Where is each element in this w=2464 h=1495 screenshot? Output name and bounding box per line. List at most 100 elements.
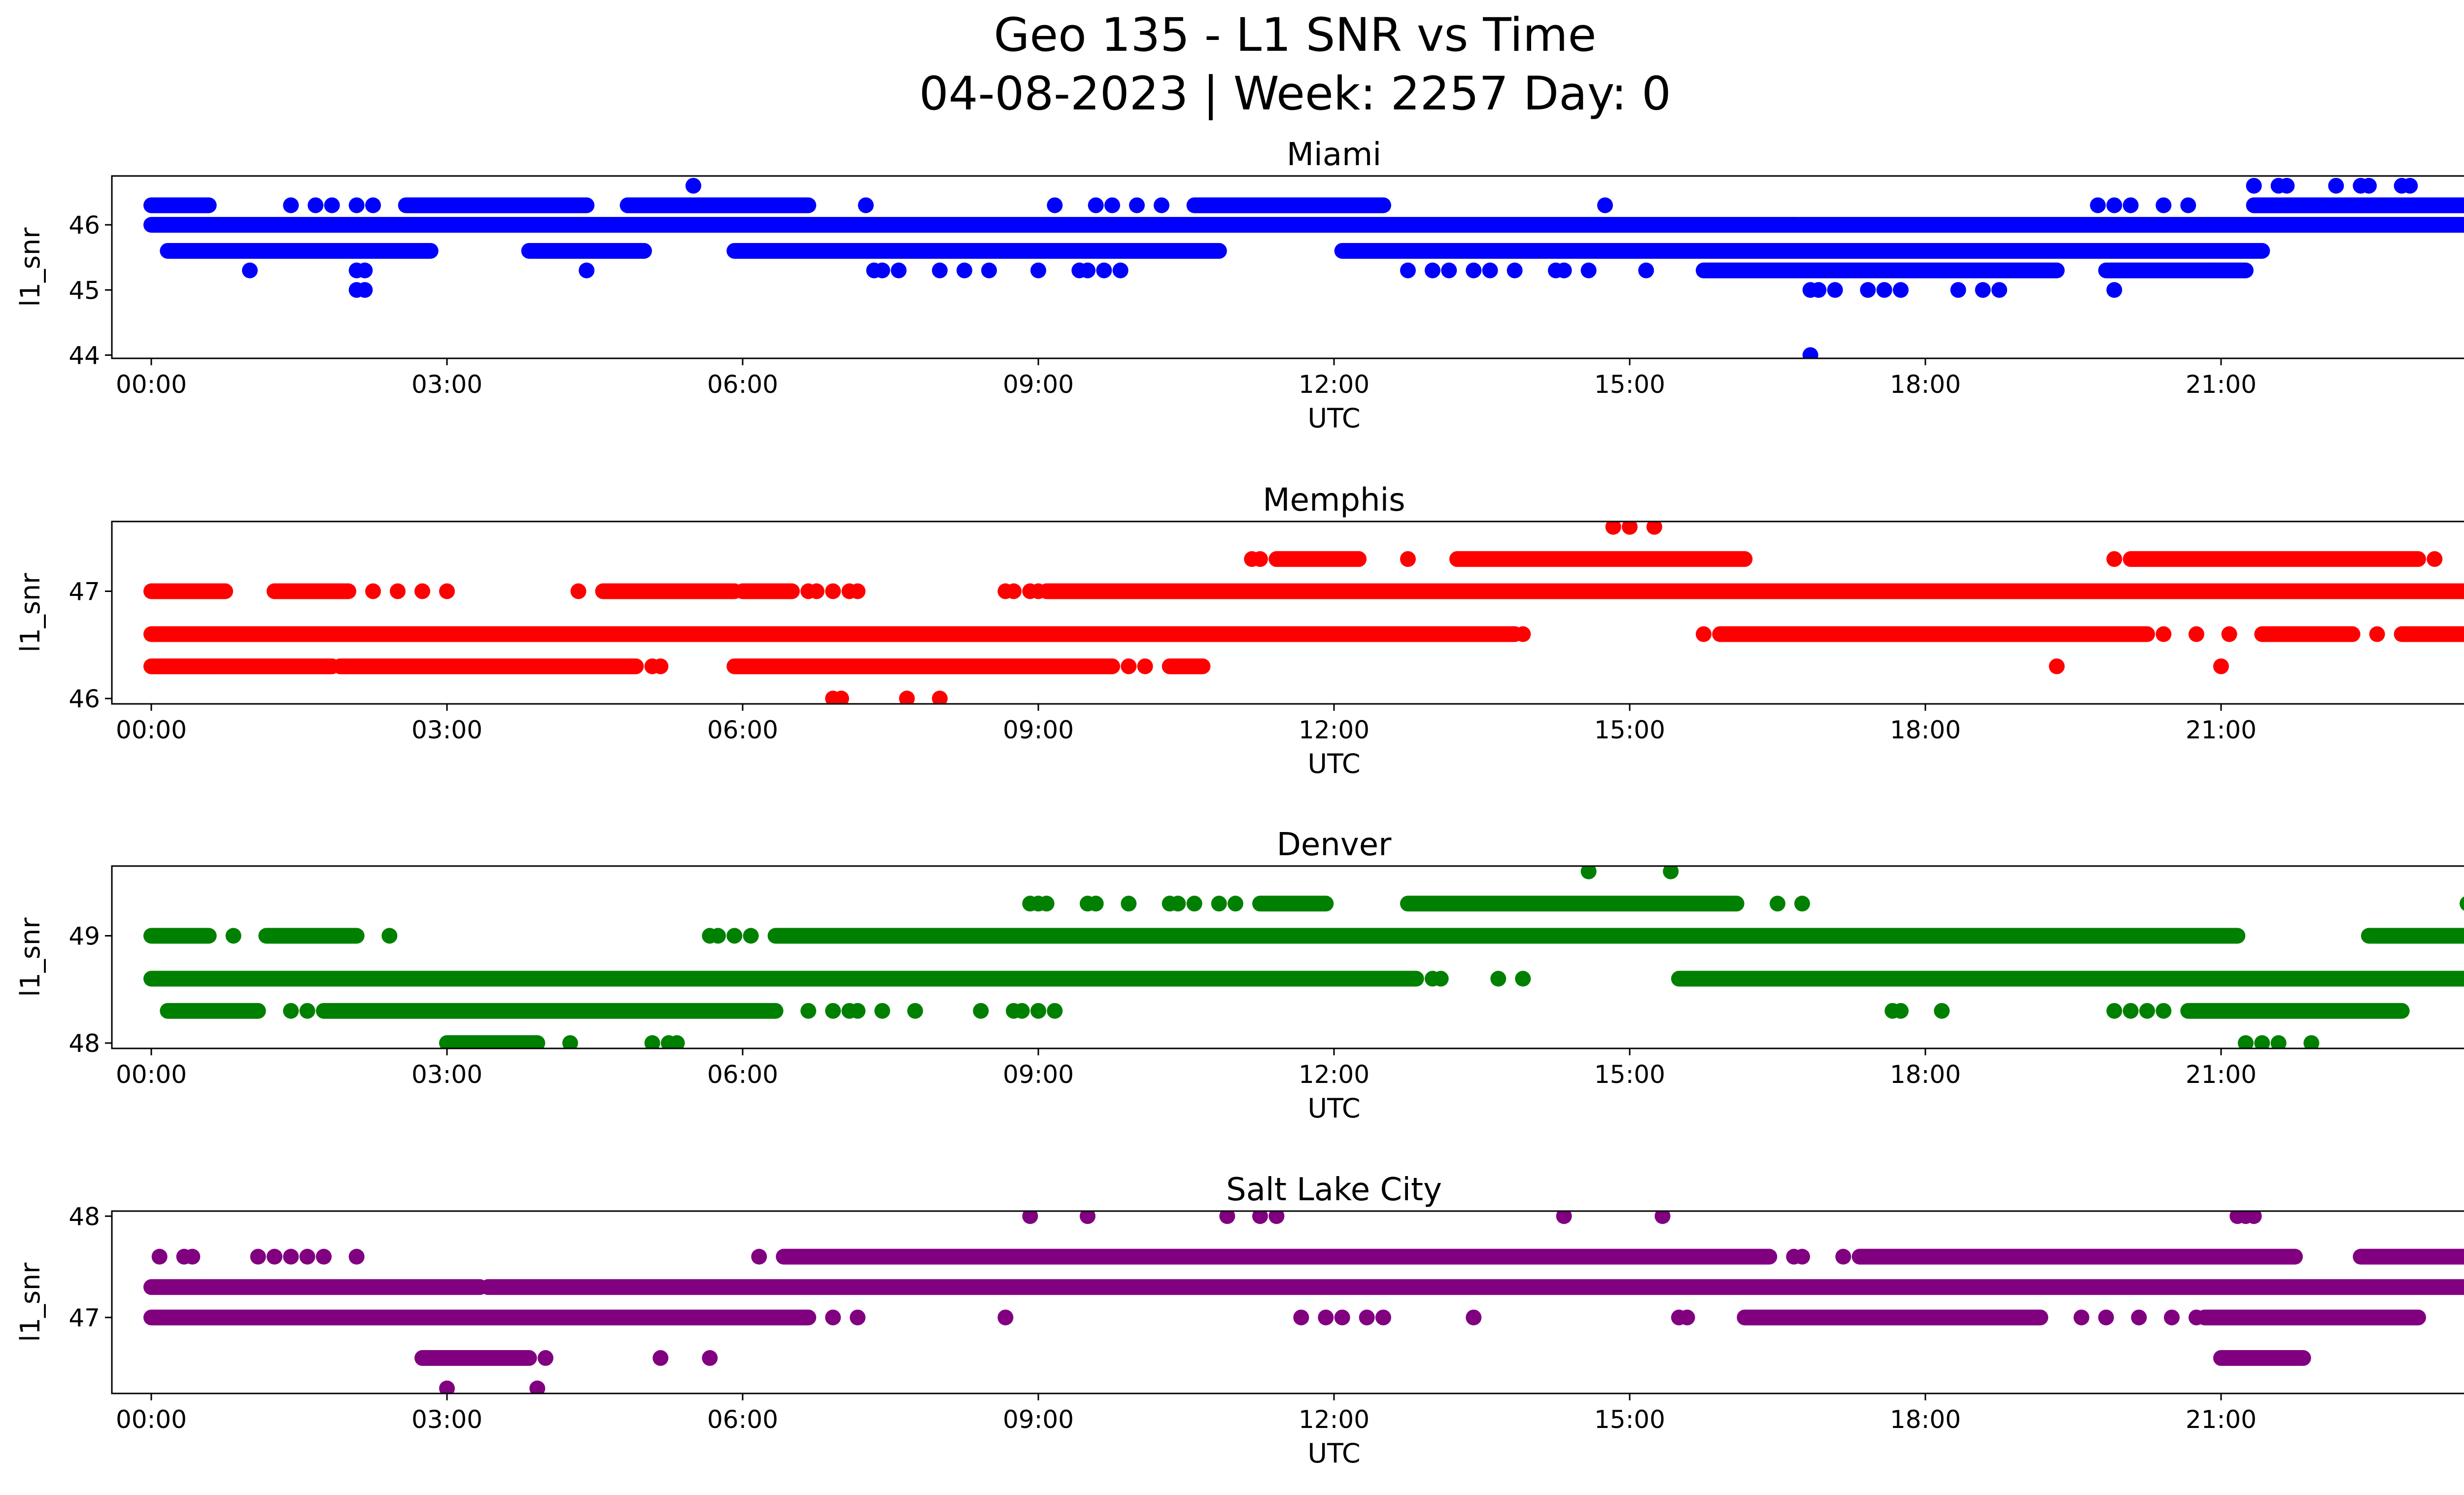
data-point [2189, 1309, 2204, 1325]
x-tick-label: 15:00 [1594, 1405, 1665, 1434]
y-tick-label: 46 [68, 211, 100, 240]
data-point [1318, 1309, 1334, 1325]
x-tick-label: 18:00 [1890, 716, 1961, 744]
x-tick-label: 18:00 [1890, 370, 1961, 399]
data-point [250, 1249, 266, 1265]
data-point [1104, 197, 1120, 213]
data-point [1605, 522, 1621, 535]
data-point [1252, 1211, 1268, 1224]
data-point [151, 1249, 168, 1265]
data-point [702, 1350, 718, 1366]
data-point [1030, 262, 1046, 278]
data-point [1679, 1309, 1695, 1325]
data-point [2246, 177, 2262, 194]
data-point [1268, 1211, 1285, 1224]
data-point [357, 282, 373, 298]
data-point [2254, 1035, 2270, 1048]
data-point [283, 1003, 299, 1019]
data-point [308, 197, 324, 213]
data-point [2122, 1003, 2139, 1019]
x-tick-label: 12:00 [1299, 1060, 1369, 1089]
data-point [538, 1350, 553, 1366]
data-point [2016, 217, 2032, 233]
subplot-4: Salt Lake City 00:00 03:00 06:00 09:00 12:00 1… [15, 1172, 2464, 1469]
data-point [1293, 1309, 1309, 1325]
data-point [1400, 551, 1416, 567]
data-point [1975, 282, 1991, 298]
x-tick-label: 09:00 [1003, 1060, 1074, 1089]
y-axis-label: l1_snr [15, 917, 46, 997]
data-point [858, 197, 874, 213]
data-point [932, 262, 948, 278]
x-tick-label: 06:00 [707, 716, 778, 744]
data-point [2139, 1003, 2155, 1019]
data-point [825, 583, 841, 599]
x-tick-label: 15:00 [1594, 370, 1665, 399]
data-point [1466, 262, 1482, 278]
data-point [2106, 1003, 2122, 1019]
data-point [825, 1003, 841, 1019]
data-point [1022, 1211, 1038, 1224]
x-tick-label: 00:00 [116, 1060, 187, 1089]
y-axis-label: l1_snr [15, 227, 46, 307]
x-axis-label: UTC [1307, 748, 1360, 779]
data-point [1580, 866, 1597, 879]
subplots: Miami 00:00 03:00 06:00 09:00 12:00 15:00 18:00… [15, 137, 2464, 1469]
data-point [1827, 282, 1843, 298]
data-point [267, 583, 282, 599]
x-tick-label: 15:00 [1594, 716, 1665, 744]
data-point [1047, 197, 1063, 213]
data-point [1121, 658, 1137, 674]
x-tick-label: 09:00 [1003, 716, 1074, 744]
data-point [1211, 243, 1227, 259]
data-point [267, 1249, 282, 1265]
data-point [1375, 1309, 1391, 1325]
data-point [365, 583, 381, 599]
data-point [2156, 197, 2172, 213]
data-point [2238, 1035, 2254, 1048]
data-point [2156, 626, 2172, 642]
data-point [1794, 1249, 1810, 1265]
data-point [1466, 1309, 1482, 1325]
data-point [1252, 551, 1268, 567]
data-point [685, 177, 701, 194]
data-point [890, 262, 907, 278]
data-point [1351, 551, 1367, 567]
data-point [932, 691, 948, 704]
data-point [2427, 551, 2443, 567]
data-point [570, 583, 586, 599]
data-point [1425, 262, 1440, 278]
x-tick-label: 06:00 [707, 1405, 778, 1434]
data-point [710, 928, 726, 944]
data-point [2049, 658, 2065, 674]
y-tick-label: 44 [68, 341, 100, 370]
data-point [997, 1309, 1014, 1325]
data-point [1047, 1003, 1063, 1019]
x-axis-label: UTC [1307, 1093, 1360, 1124]
data-point [1950, 282, 1966, 298]
x-tick-label: 21:00 [2186, 716, 2257, 744]
data-point [1137, 658, 1153, 674]
data-point [1096, 262, 1112, 278]
data-point [1696, 626, 1711, 642]
data-point [833, 691, 849, 704]
data-point [365, 197, 381, 213]
subplot-1: Miami 00:00 03:00 06:00 09:00 12:00 15:00 18:00… [15, 137, 2464, 434]
subplot-title: Salt Lake City [1226, 1172, 1442, 1208]
y-tick-label: 48 [68, 1202, 100, 1231]
y-tick-label: 48 [68, 1029, 100, 1058]
data-point [2369, 626, 2385, 642]
y-tick-label: 49 [68, 922, 100, 950]
x-tick-label: 09:00 [1003, 1405, 1074, 1434]
data-point [1506, 262, 1523, 278]
data-point [225, 928, 241, 944]
data-point [324, 197, 340, 213]
data-point [1835, 1249, 1851, 1265]
data-point [1556, 262, 1572, 278]
data-point [1080, 262, 1095, 278]
data-point [1441, 262, 1457, 278]
data-point [390, 583, 406, 599]
data-point [1490, 971, 1506, 987]
x-tick-label: 21:00 [2186, 1060, 2257, 1089]
data-point [1121, 896, 1137, 912]
